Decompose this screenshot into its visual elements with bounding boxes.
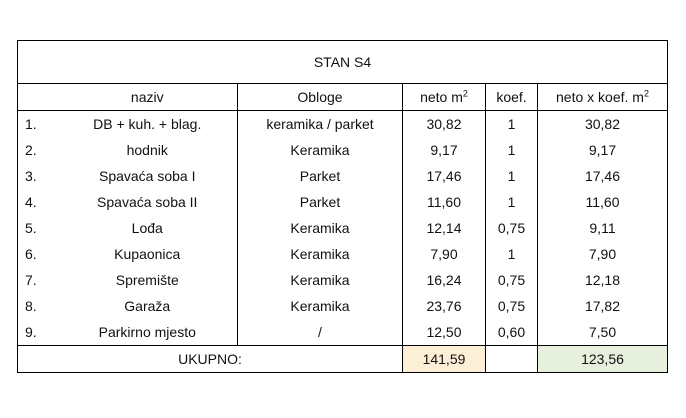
table-row: 7. Spremište Keramika 16,24 0,75 12,18 xyxy=(17,267,668,293)
total-neto-koef: 123,56 xyxy=(537,345,668,373)
total-koef xyxy=(485,345,538,373)
row-neto: 30,82 xyxy=(402,110,486,137)
row-neto-koef: 7,50 xyxy=(537,319,668,346)
total-neto: 141,59 xyxy=(402,345,486,373)
row-number: 8. xyxy=(17,293,58,319)
row-number: 2. xyxy=(17,137,58,163)
row-number: 5. xyxy=(17,215,58,241)
header-row: naziv Obloge neto m2 koef. neto x koef. … xyxy=(17,83,668,111)
row-neto-koef: 9,11 xyxy=(537,215,668,241)
row-naziv: Lođa xyxy=(57,215,238,241)
row-neto-koef: 17,46 xyxy=(537,163,668,189)
row-koef: 1 xyxy=(485,110,538,137)
row-neto: 12,14 xyxy=(402,215,486,241)
table-row: 9. Parkirno mjesto/12,50 0,60 7,50 xyxy=(17,319,668,346)
header-neto: neto m2 xyxy=(402,83,486,111)
header-neto-koef: neto x koef. m2 xyxy=(537,83,668,111)
table-title: STAN S4 xyxy=(17,40,668,84)
row-koef: 1 xyxy=(485,137,538,163)
row-number: 3. xyxy=(17,163,58,189)
row-neto: 7,90 xyxy=(402,241,486,267)
row-obloge: Keramika xyxy=(237,215,403,241)
row-naziv: DB + kuh. + blag. xyxy=(57,110,238,137)
row-naziv: Spavaća soba II xyxy=(57,189,238,215)
row-koef: 0,75 xyxy=(485,215,538,241)
row-obloge: Parket xyxy=(237,163,403,189)
row-naziv: hodnik xyxy=(57,137,238,163)
row-koef: 0,75 xyxy=(485,293,538,319)
row-neto-koef: 9,17 xyxy=(537,137,668,163)
row-number: 6. xyxy=(17,241,58,267)
row-naziv: Spremište xyxy=(57,267,238,293)
row-neto-koef: 17,82 xyxy=(537,293,668,319)
row-neto-koef: 7,90 xyxy=(537,241,668,267)
row-number: 1. xyxy=(17,110,58,137)
row-neto: 11,60 xyxy=(402,189,486,215)
row-neto-koef: 11,60 xyxy=(537,189,668,215)
row-neto: 9,17 xyxy=(402,137,486,163)
row-obloge: / xyxy=(237,319,403,346)
row-naziv: Spavaća soba I xyxy=(57,163,238,189)
header-num xyxy=(17,83,58,111)
row-obloge: Keramika xyxy=(237,293,403,319)
header-obloge: Obloge xyxy=(237,83,403,111)
row-obloge: keramika / parket xyxy=(237,110,403,137)
row-neto: 16,24 xyxy=(402,267,486,293)
row-number: 4. xyxy=(17,189,58,215)
table-row: 2. hodnik Keramika 9,17 1 9,17 xyxy=(17,137,668,163)
row-koef: 0,75 xyxy=(485,267,538,293)
row-neto-koef: 30,82 xyxy=(537,110,668,137)
row-obloge: Keramika xyxy=(237,241,403,267)
table-row: 3. Spavaća soba I Parket 17,46 1 17,46 xyxy=(17,163,668,189)
row-obloge: Keramika xyxy=(237,267,403,293)
row-number: 7. xyxy=(17,267,58,293)
row-number: 9. xyxy=(17,319,58,346)
row-neto-koef: 12,18 xyxy=(537,267,668,293)
title-row: STAN S4 xyxy=(17,40,668,84)
table-row: 5. Lođa Keramika 12,14 0,75 9,11 xyxy=(17,215,668,241)
row-neto: 17,46 xyxy=(402,163,486,189)
header-koef: koef. xyxy=(485,83,538,111)
row-naziv: Parkirno mjesto xyxy=(57,319,238,346)
row-naziv: Kupaonica xyxy=(57,241,238,267)
row-neto: 12,50 xyxy=(402,319,486,346)
header-naziv: naziv xyxy=(57,83,238,111)
row-koef: 0,60 xyxy=(485,319,538,346)
row-naziv: Garaža xyxy=(57,293,238,319)
area-table: STAN S4 naziv Obloge neto m2 koef. neto … xyxy=(17,40,668,373)
row-obloge: Parket xyxy=(237,189,403,215)
row-koef: 1 xyxy=(485,241,538,267)
total-label: UKUPNO: xyxy=(17,345,403,373)
row-obloge: Keramika xyxy=(237,137,403,163)
row-neto: 23,76 xyxy=(402,293,486,319)
row-koef: 1 xyxy=(485,163,538,189)
row-koef: 1 xyxy=(485,189,538,215)
table-row: 1. DB + kuh. + blag. keramika / parket 30,8… xyxy=(17,110,668,137)
table-body: 1. DB + kuh. + blag. keramika / parket 30,8… xyxy=(17,110,668,346)
table-row: 6. Kupaonica Keramika 7,90 1 7,90 xyxy=(17,241,668,267)
total-row: UKUPNO: 141,59 123,56 xyxy=(17,345,668,373)
table-row: 4. Spavaća soba II Parket 11,60 1 11,60 xyxy=(17,189,668,215)
table-row: 8. Garaža Keramika 23,76 0,75 17,82 xyxy=(17,293,668,319)
